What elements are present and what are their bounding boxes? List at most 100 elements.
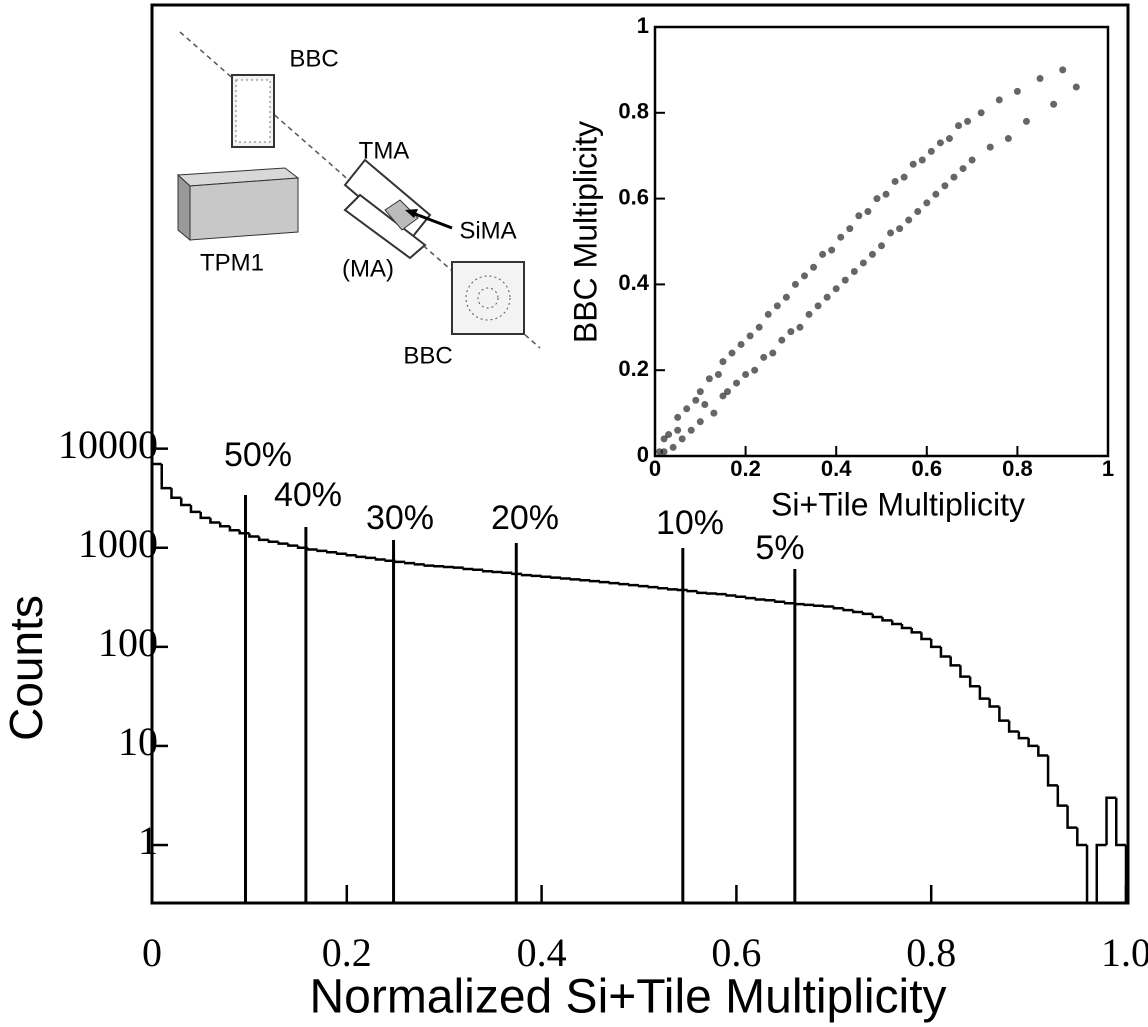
- scatter-point: [733, 379, 741, 387]
- histogram-bin: [696, 591, 708, 595]
- centrality-label: 50%: [224, 436, 292, 474]
- inset-x-tick-label: 0.2: [730, 456, 761, 481]
- scatter-point: [832, 285, 840, 293]
- scatter-point: [986, 143, 994, 151]
- x-tick-label: 0.4: [517, 930, 567, 975]
- histogram-bin: [1027, 738, 1039, 748]
- histogram-bin: [540, 575, 552, 578]
- inset-y-tick-label: 0.4: [618, 270, 649, 295]
- x-tick-label: 0.2: [322, 930, 372, 975]
- scatter-point: [782, 293, 790, 301]
- histogram-bin: [472, 568, 484, 571]
- centrality-label: 5%: [755, 529, 804, 567]
- inset-y-tick-label: 0.8: [618, 99, 649, 124]
- scatter-point: [805, 310, 813, 318]
- histogram-bin: [462, 567, 474, 571]
- sima-arrow-head: [405, 209, 418, 218]
- histogram-bin: [1007, 720, 1019, 733]
- scatter-point: [773, 302, 781, 310]
- histogram-bin: [452, 566, 464, 569]
- histogram-bin: [1115, 797, 1126, 847]
- scatter-point: [887, 229, 895, 237]
- histogram-bin: [998, 706, 1010, 722]
- histogram-bin: [822, 605, 834, 608]
- scatter-point: [665, 431, 673, 439]
- scatter-point: [964, 117, 972, 125]
- histogram-bin: [530, 574, 542, 578]
- scatter-point: [705, 375, 713, 383]
- scatter-point: [674, 426, 682, 434]
- histogram-bin: [705, 592, 717, 595]
- bbc-cells: [235, 79, 271, 143]
- histogram-bin: [1037, 745, 1049, 757]
- histogram-bin: [218, 522, 230, 528]
- tpm1-side: [177, 173, 191, 242]
- histogram-bin: [579, 578, 591, 582]
- scatter-point: [995, 96, 1003, 104]
- scatter-point: [909, 160, 917, 168]
- scatter-point: [837, 233, 845, 241]
- y-tick-label: 100: [98, 620, 158, 665]
- histogram-bin: [267, 539, 279, 543]
- histogram-bin: [1046, 755, 1058, 787]
- histogram-bin: [618, 582, 630, 586]
- histogram-bin: [1056, 785, 1068, 807]
- detector-diagram: [176, 31, 541, 349]
- scatter-point: [900, 173, 908, 181]
- sima-arrow: [409, 210, 453, 230]
- histogram-bin: [355, 555, 367, 559]
- x-tick-label: 0.8: [906, 930, 956, 975]
- scatter-point: [850, 268, 858, 276]
- inset-x-tick-label: 0: [649, 456, 661, 481]
- scatter-point: [660, 435, 668, 443]
- histogram-bin: [832, 606, 844, 610]
- inset-y-tick-label: 1: [637, 13, 649, 38]
- inset-frame: [653, 25, 1110, 458]
- scatter-point: [1059, 66, 1067, 74]
- scatter-point: [719, 358, 727, 366]
- histogram-bin: [978, 686, 990, 700]
- diagram-label: BBC: [289, 45, 338, 72]
- scatter-point: [1013, 87, 1021, 95]
- histogram-bin: [861, 611, 873, 616]
- sima: [384, 199, 419, 231]
- histogram-bin: [783, 601, 795, 605]
- scatter-point: [941, 182, 949, 190]
- y-axis-title: Counts: [0, 595, 52, 741]
- histogram-bin: [890, 620, 902, 626]
- inset-y-tick-label: 0: [637, 442, 649, 467]
- histogram-bin: [715, 592, 727, 596]
- scatter-point: [723, 388, 731, 396]
- histogram-bin: [365, 556, 377, 560]
- inset-x-tick-label: 0.8: [1002, 456, 1033, 481]
- scatter-point: [796, 323, 804, 331]
- scatter-point: [878, 242, 885, 250]
- scatter-point: [696, 418, 704, 426]
- scatter-point: [855, 212, 863, 220]
- tma: [343, 193, 427, 260]
- histogram-bin: [608, 581, 620, 585]
- centrality-label: 10%: [656, 504, 724, 542]
- histogram-bin: [335, 552, 347, 555]
- scatter-point: [710, 409, 718, 417]
- y-tick-label: 1: [138, 818, 158, 863]
- histogram-bin: [1017, 731, 1029, 740]
- diagram-label: (MA): [342, 255, 394, 282]
- scatter-point: [701, 401, 709, 409]
- y-tick-label: 10000: [58, 422, 158, 467]
- inset-x-tick-label: 0.4: [821, 456, 852, 481]
- histogram-bin: [666, 588, 678, 591]
- histogram-bin: [744, 596, 756, 600]
- scatter-point: [1004, 135, 1012, 143]
- x-tick-label: 0.6: [711, 930, 761, 975]
- histogram-bin: [900, 624, 912, 630]
- scatter-point: [742, 370, 750, 378]
- scatter-point: [945, 135, 953, 143]
- histogram-bin: [394, 560, 406, 564]
- histogram-bin: [881, 617, 893, 622]
- histogram-bin: [150, 462, 162, 903]
- histogram-bin: [550, 576, 562, 579]
- histogram-bin: [657, 587, 669, 590]
- histogram-bin: [735, 595, 747, 599]
